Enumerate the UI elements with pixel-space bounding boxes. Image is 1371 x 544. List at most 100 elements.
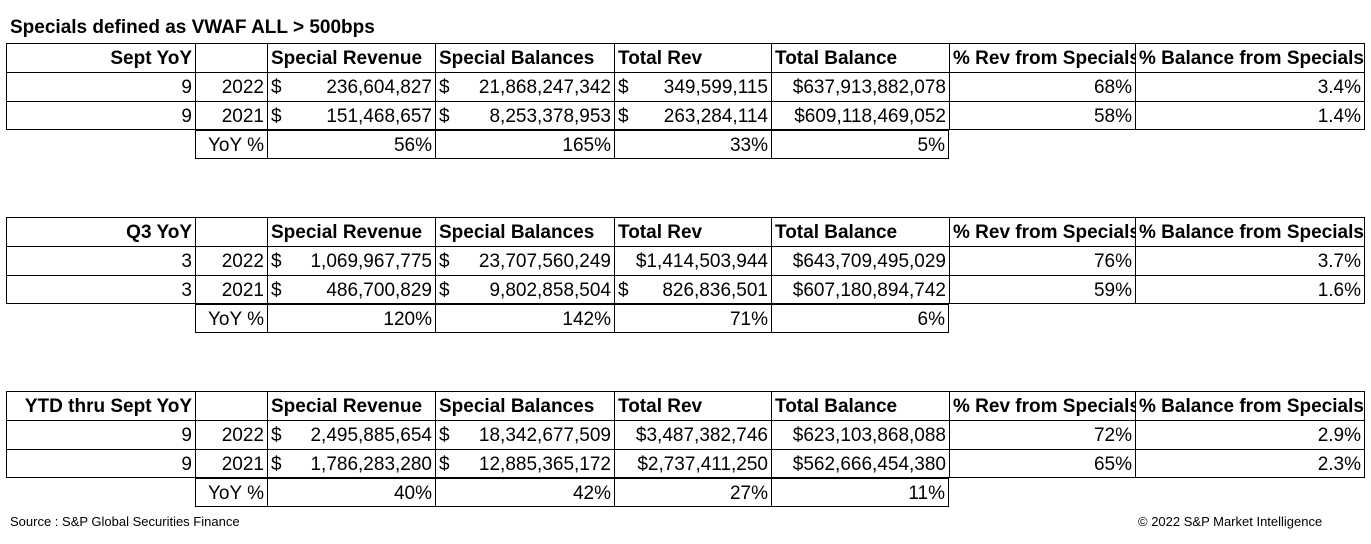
table-row: 3 2022 $1,069,967,775 $23,707,560,249 $1,414… <box>6 246 1366 275</box>
period-cell: 9 <box>6 420 195 449</box>
special-revenue-cell-value: 1,786,283,280 <box>310 454 432 475</box>
column-header: Total Balance <box>771 391 949 420</box>
currency-symbol: $ <box>439 251 450 272</box>
table-block: YTD thru Sept YoY Special Revenue Special … <box>6 391 1366 507</box>
block-label: Sept YoY <box>6 43 195 72</box>
yoy-row: YoY % 56% 165% 33% 5% <box>195 130 1371 159</box>
year-header-blank <box>195 43 267 72</box>
period-cell: 3 <box>6 275 195 304</box>
special-balances-cell: $9,802,858,504 <box>435 275 614 304</box>
table-row: 3 2021 $486,700,829 $9,802,858,504 $826,836,… <box>6 275 1366 304</box>
special-revenue-cell-value: 486,700,829 <box>326 280 432 301</box>
total-rev-cell-value: 263,284,114 <box>663 106 768 127</box>
column-header: Special Revenue <box>267 391 435 420</box>
currency-symbol: $ <box>439 425 450 446</box>
special-revenue-cell: $236,604,827 <box>267 72 435 101</box>
block-label: Q3 YoY <box>6 217 195 246</box>
pct-balance-cell: 2.9% <box>1135 420 1365 449</box>
column-header: Special Revenue <box>267 43 435 72</box>
currency-symbol: $ <box>271 106 282 127</box>
yoy-total-rev: 71% <box>614 304 771 333</box>
currency-symbol: $ <box>618 280 629 301</box>
column-header: % Balance from Specials <box>1135 217 1365 246</box>
pct-balance-cell: 1.6% <box>1135 275 1365 304</box>
special-revenue-cell: $1,786,283,280 <box>267 449 435 478</box>
header-row: Sept YoY Special Revenue Special Balances T… <box>6 43 1366 72</box>
currency-symbol: $ <box>271 77 282 98</box>
currency-symbol: $ <box>439 106 450 127</box>
special-balances-cell: $12,885,365,172 <box>435 449 614 478</box>
currency-symbol: $ <box>439 77 450 98</box>
special-balances-cell-value: 21,868,247,342 <box>478 77 611 98</box>
copyright-note: © 2022 S&P Market Intelligence <box>1138 514 1323 529</box>
year-header-blank <box>195 217 267 246</box>
yoy-total-balance: 6% <box>771 304 949 333</box>
pct-rev-cell: 72% <box>949 420 1135 449</box>
yoy-special-balances: 42% <box>435 478 614 507</box>
total-balance-cell: $643,709,495,029 <box>771 246 949 275</box>
pct-balance-cell: 1.4% <box>1135 101 1365 130</box>
special-revenue-cell-value: 2,495,885,654 <box>310 425 432 446</box>
column-header: Total Balance <box>771 43 949 72</box>
yoy-total-balance: 5% <box>771 130 949 159</box>
pct-rev-cell: 68% <box>949 72 1135 101</box>
special-balances-cell-value: 9,802,858,504 <box>489 280 611 301</box>
total-rev-cell: $3,487,382,746 <box>614 420 771 449</box>
pct-balance-cell: 2.3% <box>1135 449 1365 478</box>
table-row: 9 2022 $236,604,827 $21,868,247,342 $349,599… <box>6 72 1366 101</box>
currency-symbol: $ <box>271 251 282 272</box>
column-header: % Rev from Specials <box>949 391 1135 420</box>
special-revenue-cell-value: 236,604,827 <box>326 77 432 98</box>
total-balance-cell: $562,666,454,380 <box>771 449 949 478</box>
yoy-special-balances: 142% <box>435 304 614 333</box>
column-header: % Balance from Specials <box>1135 43 1365 72</box>
year-cell: 2021 <box>195 101 267 130</box>
yoy-total-rev: 27% <box>614 478 771 507</box>
special-revenue-cell: $151,468,657 <box>267 101 435 130</box>
yoy-total-rev: 33% <box>614 130 771 159</box>
pct-rev-cell: 65% <box>949 449 1135 478</box>
year-header-blank <box>195 391 267 420</box>
source-note: Source : S&P Global Securities Finance <box>10 514 240 529</box>
period-cell: 3 <box>6 246 195 275</box>
yoy-label: YoY % <box>195 478 267 507</box>
table-block: Sept YoY Special Revenue Special Balances T… <box>6 43 1366 159</box>
header-row: YTD thru Sept YoY Special Revenue Special … <box>6 391 1366 420</box>
currency-symbol: $ <box>271 425 282 446</box>
pct-rev-cell: 59% <box>949 275 1135 304</box>
year-cell: 2021 <box>195 449 267 478</box>
total-balance-cell: $607,180,894,742 <box>771 275 949 304</box>
special-revenue-cell-value: 1,069,967,775 <box>310 251 432 272</box>
yoy-row: YoY % 120% 142% 71% 6% <box>195 304 1371 333</box>
sheet-title: Specials defined as VWAF ALL > 500bps <box>10 17 375 38</box>
yoy-label: YoY % <box>195 304 267 333</box>
year-cell: 2021 <box>195 275 267 304</box>
yoy-total-balance: 11% <box>771 478 949 507</box>
total-rev-cell: $263,284,114 <box>614 101 771 130</box>
column-header: Special Balances <box>435 217 614 246</box>
table-row: 9 2021 $151,468,657 $8,253,378,953 $263,284,… <box>6 101 1366 130</box>
yoy-special-revenue: 56% <box>267 130 435 159</box>
yoy-special-revenue: 120% <box>267 304 435 333</box>
special-revenue-cell: $1,069,967,775 <box>267 246 435 275</box>
total-rev-cell: $826,836,501 <box>614 275 771 304</box>
currency-symbol: $ <box>618 77 629 98</box>
column-header: Total Rev <box>614 391 771 420</box>
pct-rev-cell: 76% <box>949 246 1135 275</box>
table-row: 9 2022 $2,495,885,654 $18,342,677,509 $3,487… <box>6 420 1366 449</box>
special-revenue-cell-value: 151,468,657 <box>326 106 432 127</box>
header-row: Q3 YoY Special Revenue Special Balances Tot… <box>6 217 1366 246</box>
period-cell: 9 <box>6 449 195 478</box>
year-cell: 2022 <box>195 246 267 275</box>
block-label: YTD thru Sept YoY <box>6 391 195 420</box>
special-balances-cell-value: 18,342,677,509 <box>478 425 611 446</box>
pct-balance-cell: 3.7% <box>1135 246 1365 275</box>
yoy-row: YoY % 40% 42% 27% 11% <box>195 478 1371 507</box>
column-header: Total Rev <box>614 43 771 72</box>
special-balances-cell-value: 12,885,365,172 <box>478 454 611 475</box>
special-balances-cell: $18,342,677,509 <box>435 420 614 449</box>
column-header: Special Revenue <box>267 217 435 246</box>
special-revenue-cell: $2,495,885,654 <box>267 420 435 449</box>
special-revenue-cell: $486,700,829 <box>267 275 435 304</box>
yoy-special-balances: 165% <box>435 130 614 159</box>
